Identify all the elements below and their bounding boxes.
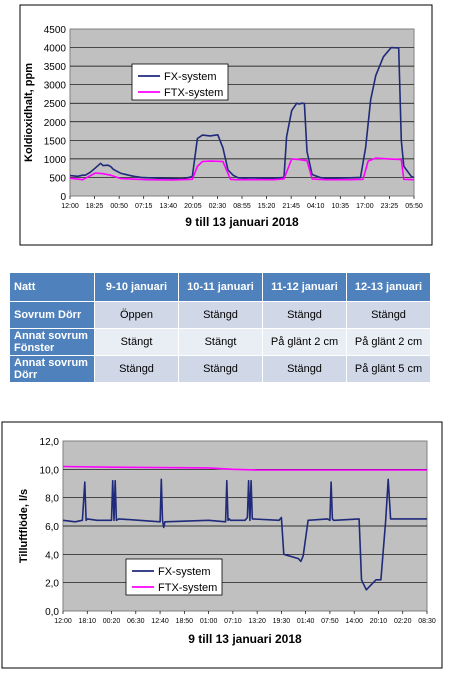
y-tick-label: 6,0 [45, 522, 59, 533]
x-tick-label: 20:10 [370, 618, 388, 625]
y-axis-label: Tilluftflöde, l/s [18, 489, 30, 563]
x-tick-label: 00:20 [103, 618, 121, 625]
legend-box [131, 63, 229, 101]
legend-label: FX-system [158, 566, 211, 578]
table-cell: Öppen [94, 301, 179, 329]
x-tick-label: 23:25 [381, 203, 399, 210]
x-tick-label: 02:30 [209, 203, 227, 210]
table-cell: Stängt [178, 328, 263, 356]
x-tick-label: 15:20 [258, 203, 276, 210]
table-cell: Stängd [94, 355, 179, 383]
y-tick-label: 1000 [44, 155, 67, 166]
y-tick-label: 2,0 [45, 579, 59, 590]
table-header-row: Natt 9-10 januari 10-11 januari 11-12 ja… [9, 272, 431, 302]
y-tick-label: 0,0 [45, 607, 59, 618]
x-tick-label: 06:30 [127, 618, 145, 625]
y-tick-label: 4000 [44, 44, 67, 55]
table-cell: På glänt 5 cm [346, 355, 431, 383]
table-cell: På glänt 2 cm [346, 328, 431, 356]
y-tick-label: 4500 [44, 25, 67, 36]
x-tick-label: 08:30 [418, 618, 436, 625]
plot-area [69, 28, 415, 197]
x-tick-label: 07:15 [135, 203, 153, 210]
table-header-cell: 12-13 januari [346, 272, 431, 302]
table-cell: Stängd [178, 301, 263, 329]
legend-label: FTX-system [158, 582, 217, 594]
y-tick-label: 12,0 [40, 437, 60, 448]
x-tick-label: 00:50 [110, 203, 128, 210]
legend-label: FX-system [164, 71, 217, 83]
x-axis-label: 9 till 13 januari 2018 [188, 632, 302, 646]
y-tick-label: 3000 [44, 81, 67, 92]
x-tick-label: 02:20 [394, 618, 412, 625]
y-tick-label: 500 [49, 173, 66, 184]
table-cell: Stängd [346, 301, 431, 329]
x-tick-label: 13:20 [248, 618, 266, 625]
x-tick-label: 19:30 [273, 618, 291, 625]
table-row: Sovrum Dörr Öppen Stängd Stängd Stängd [9, 301, 431, 329]
airflow-chart: 0,0 2,0 4,0 6,0 8,0 10,0 12,0 12:00 18:10 00:20 06… [1, 421, 443, 669]
table-row-label: Annat sovrum Dörr [9, 355, 95, 383]
x-tick-label: 13:40 [160, 203, 178, 210]
x-tick-label: 07:50 [321, 618, 339, 625]
y-tick-label: 1500 [44, 136, 67, 147]
table-cell: Stängd [262, 355, 347, 383]
table-header-cell: Natt [9, 272, 95, 302]
x-tick-label: 18:10 [79, 618, 97, 625]
x-tick-label: 04:10 [307, 203, 325, 210]
table-header-cell: 9-10 januari [94, 272, 179, 302]
table-cell: Stängt [94, 328, 179, 356]
series-line [62, 478, 427, 591]
table-cell: Stängd [178, 355, 263, 383]
y-tick-label: 8,0 [45, 494, 59, 505]
y-tick-label: 10,0 [40, 465, 60, 476]
x-tick-label: 01:00 [200, 618, 218, 625]
y-tick-label: 0 [60, 192, 66, 203]
x-axis-label: 9 till 13 januari 2018 [185, 215, 299, 229]
x-tick-label: 12:40 [151, 618, 169, 625]
co2-chart: 0 500 1000 1500 2000 2500 3000 3500 4000 4500 12:0… [19, 4, 433, 246]
y-axis-label: Koldioxidhalt, ppm [23, 63, 35, 162]
table-header-cell: 10-11 januari [178, 272, 263, 302]
x-tick-label: 12:00 [61, 203, 79, 210]
x-tick-label: 01:40 [297, 618, 315, 625]
y-tick-label: 2500 [44, 99, 67, 110]
x-tick-label: 12:00 [54, 618, 72, 625]
table-row: Annat sovrum Fönster Stängt Stängt På gl… [9, 328, 431, 356]
legend-label: FTX-system [164, 87, 223, 99]
table-cell: På glänt 2 cm [262, 328, 347, 356]
legend-box [125, 558, 223, 596]
x-tick-label: 08:55 [233, 203, 251, 210]
table-row-label: Annat sovrum Fönster [9, 328, 95, 356]
x-tick-label: 21:45 [282, 203, 300, 210]
ventilation-conditions-table: Natt 9-10 januari 10-11 januari 11-12 ja… [9, 272, 431, 383]
table-header-cell: 11-12 januari [262, 272, 347, 302]
x-tick-label: 17:00 [356, 203, 374, 210]
series-line [69, 46, 415, 180]
y-tick-label: 2000 [44, 118, 67, 129]
table-cell: Stängd [262, 301, 347, 329]
x-tick-label: 18:50 [176, 618, 194, 625]
series-line [69, 157, 415, 181]
x-tick-label: 20:05 [184, 203, 202, 210]
x-tick-label: 07:10 [224, 618, 242, 625]
y-tick-label: 4,0 [45, 550, 59, 561]
series-line [62, 465, 427, 471]
table-row-label: Sovrum Dörr [9, 301, 95, 329]
y-tick-label: 3500 [44, 62, 67, 73]
x-tick-label: 05:50 [405, 203, 423, 210]
table-row: Annat sovrum Dörr Stängd Stängd Stängd P… [9, 355, 431, 383]
x-tick-label: 14:00 [345, 618, 363, 625]
x-tick-label: 18:25 [86, 203, 104, 210]
x-tick-label: 10:35 [332, 203, 350, 210]
